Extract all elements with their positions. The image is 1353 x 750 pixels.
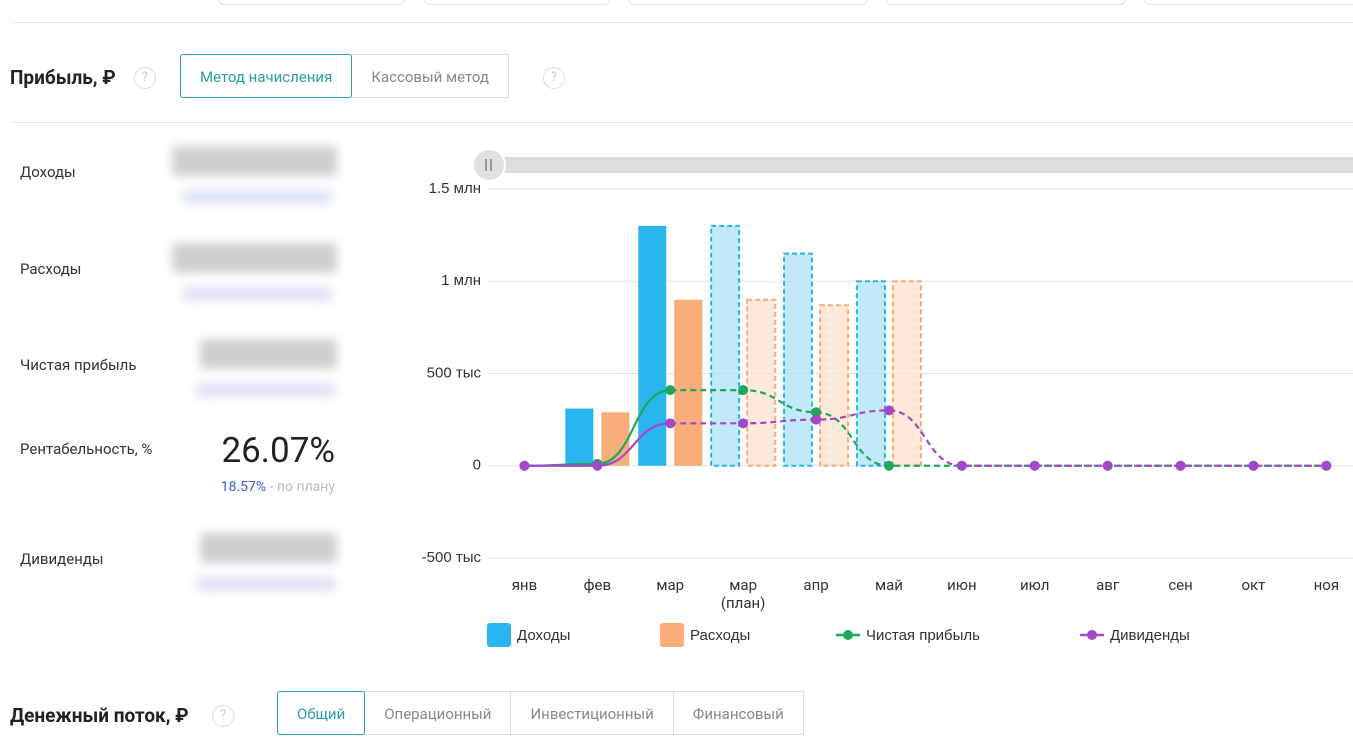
y-tick-label: 0: [473, 457, 481, 474]
x-tick-label: ноя: [1313, 576, 1340, 594]
range-slider-track: [490, 157, 1353, 173]
section-title: Денежный поток, ₽: [10, 704, 189, 727]
divider: [10, 22, 1353, 23]
data-point: [1102, 460, 1113, 471]
legend-label: Чистая прибыль: [866, 627, 980, 644]
profitability-value: 26.07%: [221, 430, 335, 471]
plan-label: - по плану: [269, 479, 335, 495]
bar: [674, 299, 703, 466]
legend-swatch: [843, 630, 853, 640]
legend-item[interactable]: Чистая прибыль: [836, 627, 980, 644]
data-point: [592, 460, 603, 471]
tab[interactable]: Метод начисления: [180, 54, 353, 98]
bar: [783, 252, 814, 467]
x-tick-label: июл: [1020, 576, 1050, 594]
tab-group: Общий Операционный Инвестиционный Финансовы…: [277, 691, 804, 735]
legend-swatch: [660, 623, 684, 647]
y-tick-label: 500 тыс: [427, 364, 482, 381]
data-point: [1175, 460, 1186, 471]
legend-item[interactable]: Доходы: [487, 623, 570, 647]
blurred-value: [182, 190, 332, 204]
help-icon[interactable]: ?: [543, 67, 565, 89]
tab[interactable]: Кассовый метод: [351, 54, 509, 98]
legend-item[interactable]: Расходы: [660, 623, 750, 647]
tab[interactable]: Инвестиционный: [510, 691, 674, 735]
metric-label: Рентабельность, %: [20, 440, 153, 458]
series-line: [670, 409, 1327, 467]
data-point: [956, 460, 967, 471]
data-point: [738, 418, 749, 429]
bar: [891, 280, 922, 467]
data-point: [883, 405, 894, 416]
tab[interactable]: Общий: [277, 691, 366, 735]
tab-group: Метод начисления Кассовый метод: [180, 54, 509, 98]
x-tick-label: мар (план): [720, 576, 766, 612]
data-point: [665, 418, 676, 429]
bar: [746, 298, 777, 467]
plan-line: 18.57% - по плану: [150, 479, 335, 495]
x-tick-label: авг: [1096, 576, 1120, 594]
x-tick-label: сен: [1168, 576, 1193, 594]
x-tick-label: апр: [803, 576, 829, 594]
section-title: Прибыль, ₽: [10, 66, 116, 89]
data-point: [519, 460, 530, 471]
x-tick-label: июн: [947, 576, 977, 594]
x-tick-label: фев: [583, 576, 612, 594]
x-tick-label: мар: [656, 576, 685, 594]
metric-label: Расходы: [20, 260, 82, 278]
y-tick-label: 1.5 млн: [429, 180, 481, 197]
x-tick-label: окт: [1241, 576, 1266, 594]
data-point: [883, 460, 894, 471]
x-tick-label: янв: [511, 576, 538, 594]
y-tick-label: 1 млн: [441, 272, 481, 289]
data-point: [1321, 460, 1332, 471]
blurred-value: [196, 577, 336, 591]
series-line: [670, 389, 1327, 467]
blurred-value: [196, 383, 336, 397]
help-icon[interactable]: ?: [134, 67, 156, 89]
data-point: [738, 385, 749, 396]
metric-label: Дивиденды: [20, 550, 104, 568]
legend-label: Дивиденды: [1110, 627, 1190, 644]
blurred-value: [182, 287, 332, 301]
blurred-value: [200, 533, 337, 563]
legend-label: Расходы: [690, 627, 750, 644]
data-point: [1248, 460, 1259, 471]
range-slider-handle[interactable]: [472, 148, 506, 182]
legend-label: Доходы: [517, 627, 570, 644]
bar: [638, 225, 667, 466]
divider: [10, 122, 1353, 123]
bar: [710, 224, 741, 467]
legend-swatch: [487, 623, 511, 647]
help-icon[interactable]: ?: [212, 705, 234, 727]
bar: [855, 280, 886, 467]
data-point: [1029, 460, 1040, 471]
tab[interactable]: Операционный: [364, 691, 512, 735]
data-point: [811, 414, 822, 425]
bar: [819, 304, 850, 467]
blurred-value: [200, 339, 337, 369]
tab[interactable]: Финансовый: [672, 691, 804, 735]
x-tick-label: май: [874, 576, 903, 594]
data-point: [665, 385, 676, 396]
data-point: [811, 407, 822, 418]
metric-label: Чистая прибыль: [20, 356, 137, 374]
legend-swatch: [1087, 630, 1097, 640]
blurred-value: [172, 243, 337, 273]
y-tick-label: -500 тыс: [422, 549, 482, 566]
plan-value: 18.57%: [220, 479, 267, 495]
bar: [565, 408, 594, 466]
blurred-value: [172, 146, 337, 176]
legend-item[interactable]: Дивиденды: [1080, 627, 1190, 644]
metric-label: Доходы: [20, 163, 76, 181]
filter-input[interactable]: [1144, 0, 1353, 5]
